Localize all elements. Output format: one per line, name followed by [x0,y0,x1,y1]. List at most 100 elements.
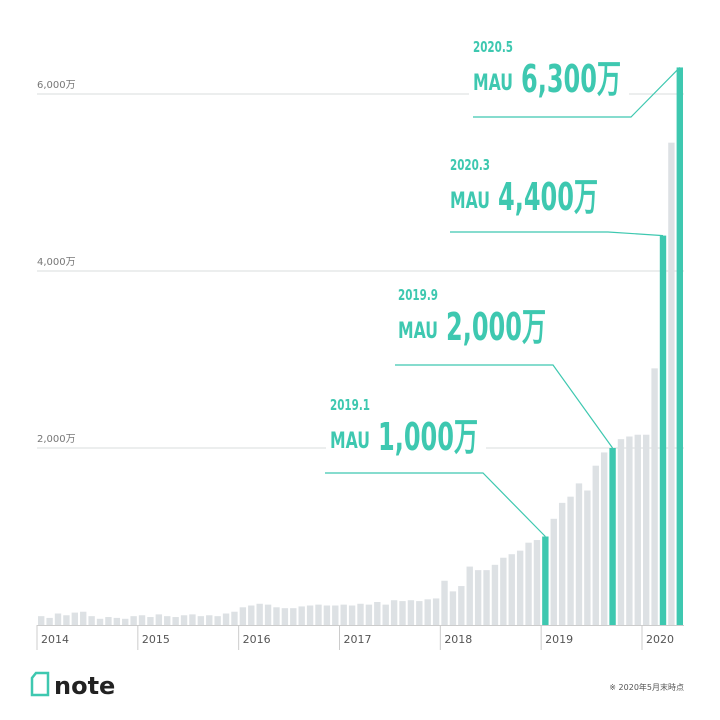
bar [63,615,70,625]
bar [281,608,289,625]
annotation-bg [469,38,629,113]
bar [189,614,196,625]
bar [348,605,356,625]
annotation-leader [325,472,546,537]
bar [256,603,263,625]
bar [491,564,499,625]
logo: note [30,671,115,700]
bar [651,368,658,625]
bar [550,518,557,625]
bar [466,566,473,625]
bar [46,617,53,625]
bar [516,550,524,625]
bar [290,608,297,625]
bar [172,617,179,625]
bar [130,616,137,625]
bar [357,603,364,625]
bar [500,557,507,625]
bar [54,613,62,625]
annotation-prefix: MAU [450,189,490,214]
annotation-prefix: MAU [473,71,513,96]
annotation: 2019.1 MAU 1,000万 [325,396,546,537]
bar [38,616,45,625]
bar [617,439,625,625]
bar [390,600,398,625]
bar [231,611,238,625]
bar [374,601,381,625]
bar [273,607,280,625]
bar [164,616,171,625]
annotation-leader [473,67,681,118]
highlight-bar [659,235,667,625]
bar [71,612,79,625]
annotation-value: 1,000万 [378,415,478,459]
bar [399,601,406,625]
bar [155,614,163,625]
highlight-bar [609,448,616,625]
bar [458,586,465,625]
annotation-date: 2020.5 [473,38,513,56]
annotation-bg [394,286,554,361]
y-tick-label: 4,000万 [37,257,76,268]
y-tick-label: 6,000万 [37,80,76,91]
bar [80,611,87,625]
bar [365,604,373,625]
bar [592,465,599,625]
bar [483,570,490,625]
bar [298,606,305,625]
x-tick-label: 2018 [444,633,472,646]
bar [214,616,221,625]
bar [634,434,641,625]
annotation-bg [446,156,606,228]
bar [88,616,95,625]
logo-text: note [54,672,115,700]
annotation-value: 4,400万 [498,175,598,219]
x-tick-label: 2017 [343,633,371,646]
bar [382,604,389,625]
bar [558,502,566,625]
bar [416,601,423,625]
bar [575,483,583,625]
bar [432,598,440,625]
annotation-date: 2020.3 [450,156,490,174]
bar [340,604,347,625]
bar [441,580,448,625]
bar [407,600,415,625]
y-tick-label: 2,000万 [37,434,76,445]
footnote: ※ 2020年5月末時点 [609,682,684,692]
annotation-value: 6,300万 [521,57,621,101]
annotation-leader [450,231,664,237]
bar [668,142,675,626]
annotation-date: 2019.1 [330,396,370,414]
annotation: 2019.9 MAU 2,000万 [394,286,614,449]
bar [197,616,205,625]
x-tick-label: 2019 [545,633,573,646]
bar [508,554,515,625]
bar [222,613,230,625]
bar [122,618,129,625]
bar [474,570,482,625]
annotation-bg [326,396,486,469]
annotation-prefix: MAU [398,319,438,344]
x-tick-label: 2015 [142,633,170,646]
x-tick-label: 2016 [243,633,271,646]
annotation: 2020.5 MAU 6,300万 [469,38,681,118]
annotation-value: 2,000万 [446,305,546,349]
bar [323,605,331,625]
bar [642,434,650,625]
annotation-leader [395,364,614,449]
annotation-date: 2019.9 [398,286,438,304]
annotation: 2020.3 MAU 4,400万 [446,156,664,237]
x-tick-label: 2020 [646,633,674,646]
bar [248,605,255,625]
bar [332,605,339,625]
highlight-bar [676,67,683,625]
bar [533,540,541,625]
logo-icon [30,671,50,697]
bar [626,436,633,625]
bar [264,604,272,625]
bar [206,615,213,625]
bar [180,615,188,625]
bar [424,599,431,625]
